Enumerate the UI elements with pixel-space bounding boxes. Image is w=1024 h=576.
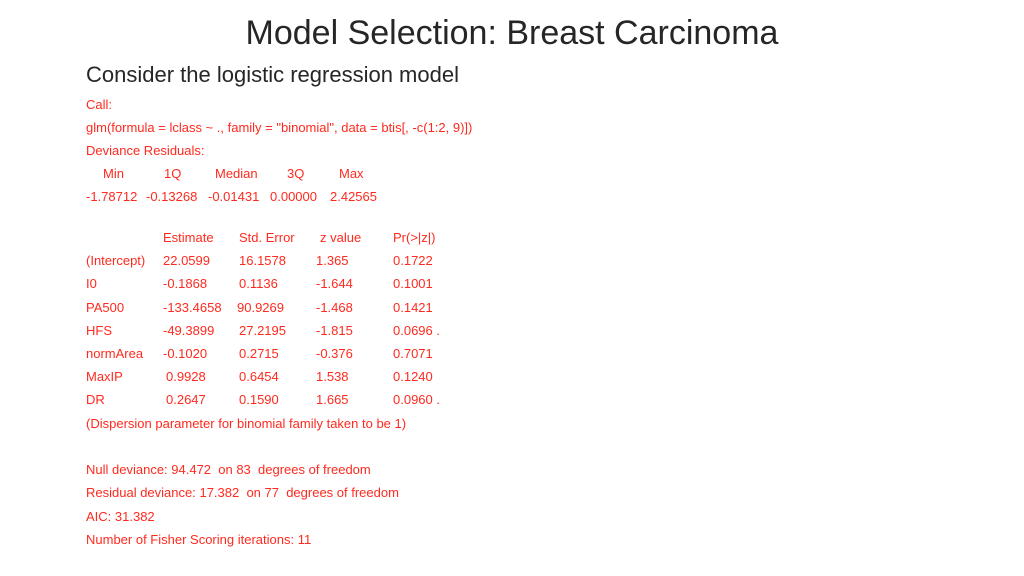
coef-z-value: -1.815 (316, 323, 353, 338)
dev-header-min: Min (103, 166, 124, 181)
coef-header-z-value: z value (320, 230, 362, 245)
coef-z-value: -1.468 (316, 300, 353, 315)
table-row: DR 0.2647 0.1590 1.665 0.0960 . (86, 392, 526, 410)
fisher-iterations: Number of Fisher Scoring iterations: 11 (86, 532, 312, 547)
dev-value-3q: 0.00000 (270, 189, 317, 204)
table-row: I0 -0.1868 0.1136 -1.644 0.1001 (86, 276, 526, 294)
coef-std-error: 0.1590 (239, 392, 279, 407)
dev-value-min: -1.78712 (86, 189, 138, 204)
coef-p-value: 0.1722 (393, 253, 433, 268)
coef-z-value: 1.365 (316, 253, 349, 268)
coef-estimate: 0.9928 (166, 369, 206, 384)
deviance-residuals-label: Deviance Residuals: (86, 143, 205, 158)
deviance-residuals-values-row: -1.78712 -0.13268 -0.01431 0.00000 2.425… (86, 189, 526, 207)
coef-estimate: -133.4658 (163, 300, 222, 315)
table-row: normArea -0.1020 0.2715 -0.376 0.7071 (86, 346, 526, 364)
coef-z-value: -1.644 (316, 276, 353, 291)
dev-value-max: 2.42565 (330, 189, 377, 204)
coef-z-value: 1.665 (316, 392, 349, 407)
table-row: MaxIP 0.9928 0.6454 1.538 0.1240 (86, 369, 526, 387)
coef-name: MaxIP (86, 369, 123, 384)
coef-std-error: 0.2715 (239, 346, 279, 361)
coef-header-p-value: Pr(>|z|) (393, 230, 436, 245)
dev-header-1q: 1Q (164, 166, 182, 181)
residual-deviance: Residual deviance: 17.382 on 77 degrees … (86, 485, 399, 500)
aic-value: AIC: 31.382 (86, 509, 155, 524)
coef-estimate: 0.2647 (166, 392, 206, 407)
coef-name: I0 (86, 276, 97, 291)
coef-name: HFS (86, 323, 112, 338)
call-label: Call: (86, 97, 113, 112)
table-row: PA500 -133.4658 90.9269 -1.468 0.1421 (86, 300, 526, 318)
table-row: (Intercept) 22.0599 16.1578 1.365 0.1722 (86, 253, 526, 271)
dispersion-note: (Dispersion parameter for binomial famil… (86, 416, 407, 431)
coef-p-value: 0.7071 (393, 346, 433, 361)
dev-value-1q: -0.13268 (146, 189, 198, 204)
dev-header-3q: 3Q (287, 166, 305, 181)
coef-std-error: 0.6454 (239, 369, 279, 384)
coef-z-value: -0.376 (316, 346, 353, 361)
slide-subtitle: Consider the logistic regression model (86, 62, 459, 87)
table-row: HFS -49.3899 27.2195 -1.815 0.0696 . (86, 323, 526, 341)
dev-header-max: Max (339, 166, 364, 181)
coef-p-value: 0.1240 (393, 369, 433, 384)
coef-header-estimate: Estimate (163, 230, 214, 245)
coef-p-value: 0.1421 (393, 300, 433, 315)
coef-std-error: 90.9269 (237, 300, 284, 315)
coef-p-value: 0.1001 (393, 276, 433, 291)
coef-estimate: 22.0599 (163, 253, 210, 268)
coef-name: DR (86, 392, 105, 407)
deviance-residuals-header-row: Min 1Q Median 3Q Max (86, 166, 526, 184)
coef-estimate: -0.1020 (163, 346, 208, 361)
coef-name: (Intercept) (86, 253, 146, 268)
call-formula: glm(formula = lclass ~ ., family = "bino… (86, 120, 473, 135)
coef-estimate: -49.3899 (163, 323, 215, 338)
coef-header-std-error: Std. Error (239, 230, 295, 245)
coef-z-value: 1.538 (316, 369, 349, 384)
coef-name: PA500 (86, 300, 125, 315)
null-deviance: Null deviance: 94.472 on 83 degrees of f… (86, 462, 371, 477)
dev-value-median: -0.01431 (208, 189, 260, 204)
coef-name: normArea (86, 346, 144, 361)
slide-title: Model Selection: Breast Carcinoma (245, 14, 779, 52)
coef-std-error: 16.1578 (239, 253, 286, 268)
coef-p-value: 0.0696 . (393, 323, 440, 338)
coef-std-error: 0.1136 (239, 276, 278, 291)
coef-p-value: 0.0960 . (393, 392, 440, 407)
coefficients-header-row: Estimate Std. Error z value Pr(>|z|) (86, 230, 526, 248)
coef-estimate: -0.1868 (163, 276, 208, 291)
dev-header-median: Median (215, 166, 258, 181)
coef-std-error: 27.2195 (239, 323, 286, 338)
